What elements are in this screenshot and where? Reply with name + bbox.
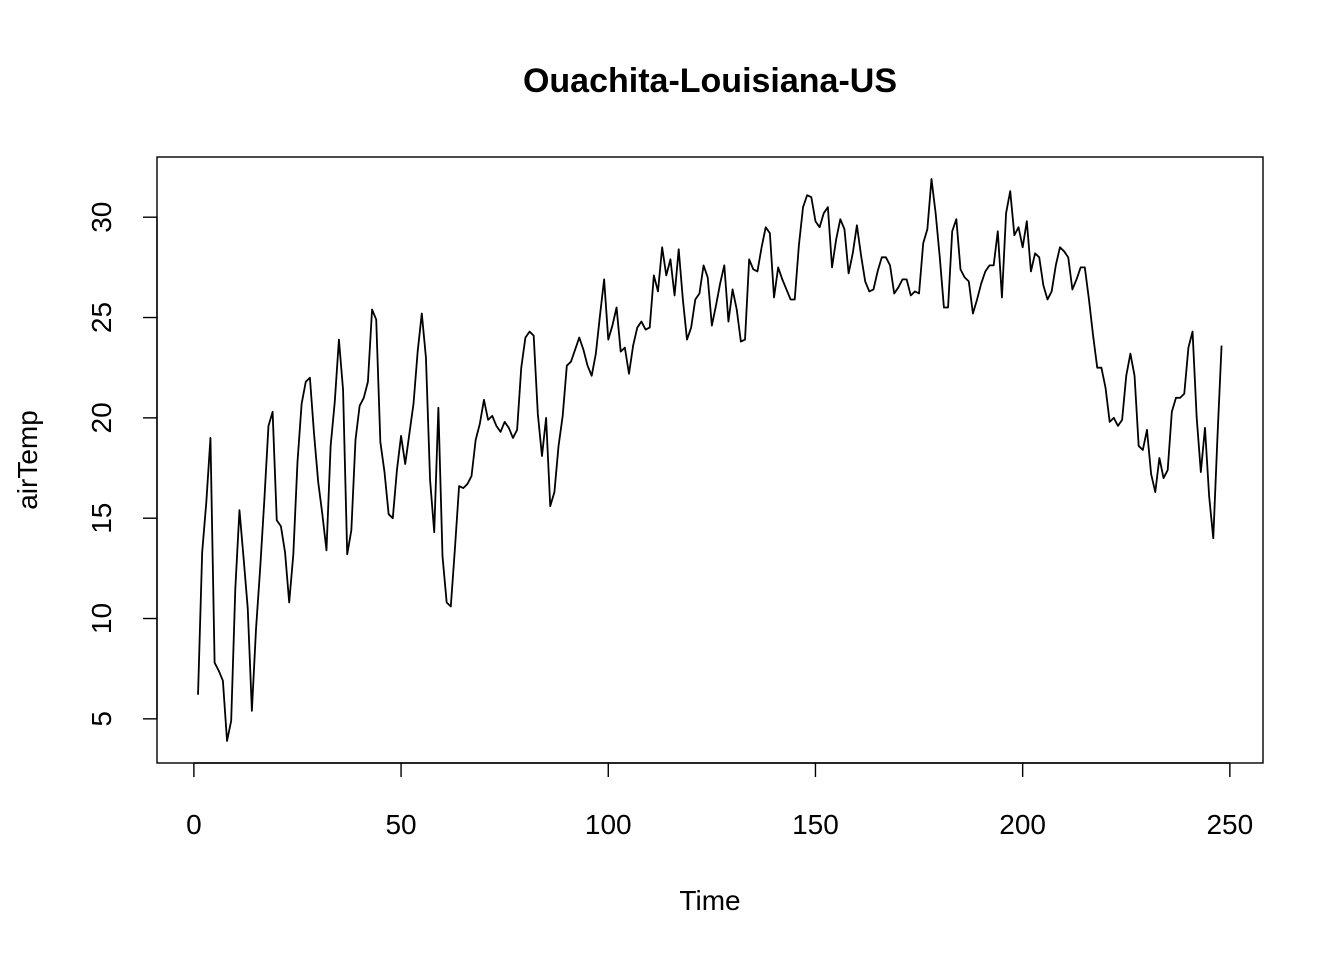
x-tick-label: 200 xyxy=(999,809,1046,840)
plot-frame xyxy=(156,156,1264,764)
x-tick-label: 50 xyxy=(385,809,416,840)
chart-title: Ouachita-Louisiana-US xyxy=(523,62,897,100)
y-axis-title: airTemp xyxy=(12,410,43,510)
y-tick-label: 25 xyxy=(86,302,117,333)
x-tick-label: 150 xyxy=(792,809,839,840)
y-tick-label: 5 xyxy=(86,711,117,727)
x-axis-title: Time xyxy=(679,885,740,916)
y-axis: 5 10 15 20 25 30 xyxy=(86,202,158,727)
y-tick-label: 15 xyxy=(86,503,117,534)
x-tick-label: 250 xyxy=(1206,809,1253,840)
x-tick-label: 0 xyxy=(186,809,202,840)
x-tick-label: 100 xyxy=(585,809,632,840)
series-line-0 xyxy=(197,178,1223,742)
y-tick-label: 20 xyxy=(86,402,117,433)
x-axis: 0 50 100 150 200 250 xyxy=(186,762,1253,840)
series-layer xyxy=(197,178,1223,742)
y-tick-label: 10 xyxy=(86,603,117,634)
y-tick-label: 30 xyxy=(86,202,117,233)
